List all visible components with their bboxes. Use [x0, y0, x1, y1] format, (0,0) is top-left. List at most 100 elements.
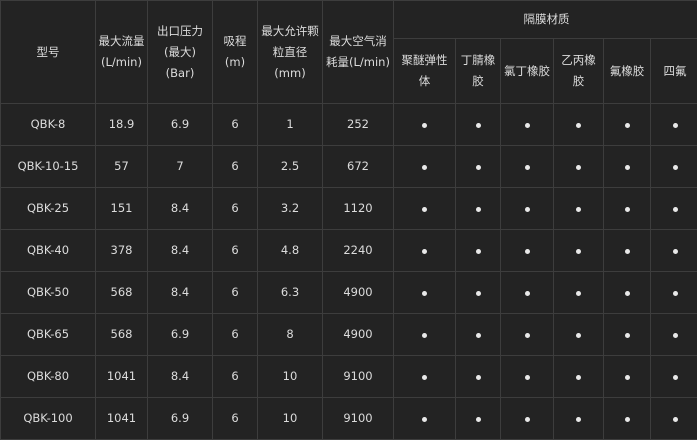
bullet-dot-icon	[525, 375, 530, 380]
cell-flow: 568	[96, 314, 148, 356]
cell-air: 1120	[323, 188, 394, 230]
bullet-dot-icon	[673, 291, 678, 296]
bullet-dot-icon	[576, 375, 581, 380]
bullet-dot-icon	[576, 333, 581, 338]
cell-pressure: 8.4	[148, 272, 213, 314]
cell-particle: 2.5	[258, 146, 323, 188]
header-model: 型号	[1, 1, 96, 104]
cell-material	[651, 314, 697, 356]
cell-material	[501, 104, 554, 146]
cell-material	[651, 104, 697, 146]
cell-suction: 6	[213, 272, 258, 314]
bullet-dot-icon	[673, 165, 678, 170]
cell-material	[554, 230, 604, 272]
bullet-dot-icon	[422, 249, 427, 254]
bullet-dot-icon	[476, 333, 481, 338]
cell-pressure: 8.4	[148, 188, 213, 230]
header-outlet-pressure: 出口压力(最大)(Bar)	[148, 1, 213, 104]
bullet-dot-icon	[625, 417, 630, 422]
bullet-dot-icon	[625, 375, 630, 380]
bullet-dot-icon	[625, 249, 630, 254]
cell-material	[501, 146, 554, 188]
bullet-dot-icon	[476, 375, 481, 380]
header-material: 氟橡胶	[604, 39, 651, 104]
bullet-dot-icon	[625, 333, 630, 338]
cell-flow: 57	[96, 146, 148, 188]
cell-material	[456, 188, 501, 230]
cell-air: 9100	[323, 398, 394, 440]
cell-material	[554, 104, 604, 146]
cell-suction: 6	[213, 314, 258, 356]
cell-particle: 10	[258, 356, 323, 398]
cell-material	[501, 314, 554, 356]
header-suction: 吸程(m)	[213, 1, 258, 104]
cell-material	[501, 188, 554, 230]
cell-material	[456, 146, 501, 188]
cell-model: QBK-65	[1, 314, 96, 356]
bullet-dot-icon	[476, 165, 481, 170]
cell-material	[456, 272, 501, 314]
cell-material	[394, 146, 456, 188]
cell-flow: 1041	[96, 356, 148, 398]
cell-air: 252	[323, 104, 394, 146]
cell-material	[604, 314, 651, 356]
cell-material	[651, 188, 697, 230]
cell-model: QBK-80	[1, 356, 96, 398]
cell-material	[456, 314, 501, 356]
bullet-dot-icon	[673, 333, 678, 338]
header-material: 乙丙橡胶	[554, 39, 604, 104]
cell-flow: 18.9	[96, 104, 148, 146]
cell-material	[501, 272, 554, 314]
header-material: 氯丁橡胶	[501, 39, 554, 104]
cell-material	[604, 230, 651, 272]
cell-material	[604, 272, 651, 314]
cell-material	[394, 398, 456, 440]
bullet-dot-icon	[422, 165, 427, 170]
cell-suction: 6	[213, 146, 258, 188]
bullet-dot-icon	[525, 291, 530, 296]
bullet-dot-icon	[476, 417, 481, 422]
bullet-dot-icon	[576, 165, 581, 170]
cell-suction: 6	[213, 398, 258, 440]
cell-material	[456, 356, 501, 398]
bullet-dot-icon	[625, 165, 630, 170]
bullet-dot-icon	[525, 165, 530, 170]
cell-flow: 378	[96, 230, 148, 272]
cell-material	[604, 188, 651, 230]
cell-model: QBK-10-15	[1, 146, 96, 188]
cell-material	[604, 146, 651, 188]
cell-flow: 568	[96, 272, 148, 314]
cell-material	[651, 272, 697, 314]
header-material: 聚醚弹性体	[394, 39, 456, 104]
cell-pressure: 8.4	[148, 356, 213, 398]
header-max-particle: 最大允许颗粒直径(mm)	[258, 1, 323, 104]
header-max-air: 最大空气消耗量(L/min)	[323, 1, 394, 104]
cell-material	[554, 146, 604, 188]
bullet-dot-icon	[476, 249, 481, 254]
cell-suction: 6	[213, 356, 258, 398]
cell-air: 9100	[323, 356, 394, 398]
cell-flow: 151	[96, 188, 148, 230]
cell-particle: 10	[258, 398, 323, 440]
cell-air: 672	[323, 146, 394, 188]
bullet-dot-icon	[525, 249, 530, 254]
cell-air: 4900	[323, 272, 394, 314]
cell-material	[554, 272, 604, 314]
bullet-dot-icon	[673, 249, 678, 254]
cell-model: QBK-50	[1, 272, 96, 314]
bullet-dot-icon	[476, 207, 481, 212]
cell-material	[456, 398, 501, 440]
cell-material	[604, 398, 651, 440]
cell-pressure: 6.9	[148, 314, 213, 356]
bullet-dot-icon	[673, 375, 678, 380]
cell-material	[554, 188, 604, 230]
cell-particle: 8	[258, 314, 323, 356]
cell-material	[456, 230, 501, 272]
